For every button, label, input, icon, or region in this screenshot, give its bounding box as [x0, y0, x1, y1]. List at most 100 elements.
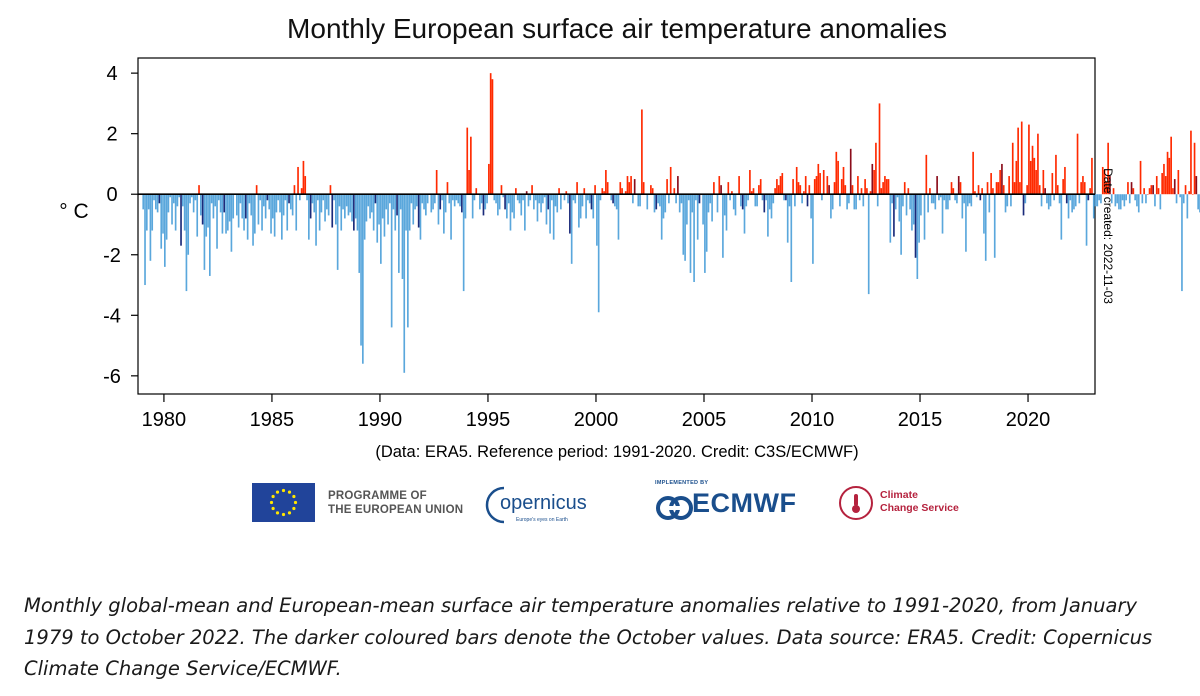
anomaly-bar: [599, 194, 602, 201]
anomaly-bar: [740, 194, 742, 207]
anomaly-bar: [786, 194, 789, 243]
anomaly-bar: [322, 194, 325, 201]
anomaly-bar: [1130, 182, 1133, 195]
anomaly-bar: [338, 194, 341, 207]
anomaly-bar: [228, 194, 231, 222]
anomaly-bar: [243, 194, 245, 231]
anomaly-bar: [1040, 194, 1043, 207]
anomaly-bar: [817, 163, 820, 195]
anomaly-bar: [907, 188, 910, 195]
y-tick-label: 2: [106, 124, 117, 146]
anomaly-bar: [846, 194, 848, 210]
anomaly-bar: [374, 194, 377, 204]
anomaly-bar: [1146, 194, 1149, 195]
anomaly-bar: [486, 194, 488, 204]
anomaly-bar: [387, 194, 389, 225]
anomaly-bar: [799, 185, 802, 195]
anomaly-bar: [639, 194, 641, 207]
anomaly-bar: [1172, 188, 1174, 195]
x-tick-label: 2010: [790, 409, 835, 431]
anomaly-bar: [259, 194, 262, 201]
x-tick-label: 2005: [682, 409, 727, 431]
anomaly-bar: [1177, 170, 1180, 195]
anomaly-bar: [279, 194, 281, 213]
anomaly-bar: [498, 194, 501, 210]
anomaly-bar: [869, 191, 872, 195]
anomaly-bar: [934, 194, 937, 210]
anomaly-bar: [947, 194, 949, 210]
anomaly-bar: [219, 194, 222, 213]
anomaly-bar: [1164, 176, 1167, 195]
anomaly-bar: [867, 194, 870, 295]
anomaly-bar: [749, 170, 751, 195]
anomaly-bar: [1145, 194, 1147, 204]
anomaly-bar: [1013, 182, 1016, 195]
anomaly-bar: [801, 194, 803, 204]
anomaly-bar: [569, 194, 571, 234]
anomaly-bar: [304, 176, 307, 195]
anomaly-bar: [149, 194, 152, 261]
anomaly-bar: [828, 185, 830, 195]
anomaly-bar: [995, 182, 998, 195]
anomaly-bar: [911, 194, 913, 231]
anomaly-bar: [302, 160, 305, 195]
anomaly-bar: [216, 194, 218, 249]
anomaly-bar: [509, 194, 512, 231]
anomaly-bar: [390, 194, 393, 328]
anomaly-bar: [927, 194, 929, 213]
anomaly-bar: [1080, 182, 1082, 195]
anomaly-bar: [403, 194, 406, 373]
anomaly-bar: [401, 194, 404, 279]
anomaly-bar: [993, 194, 996, 258]
anomaly-bar: [380, 194, 382, 264]
anomaly-bar: [457, 194, 460, 204]
anomaly-bar: [653, 194, 656, 213]
anomaly-bar: [356, 194, 359, 231]
anomaly-bar: [488, 163, 490, 195]
anomaly-bar: [1024, 194, 1027, 204]
anomaly-bar: [167, 194, 170, 213]
anomaly-bar: [479, 194, 481, 210]
anomaly-bar: [295, 194, 298, 231]
anomaly-bar: [587, 194, 589, 201]
anomaly-bar: [324, 194, 326, 222]
anomaly-bar: [533, 194, 535, 210]
anomaly-bar: [696, 194, 699, 240]
anomaly-bar: [713, 182, 715, 195]
anomaly-bar: [192, 194, 195, 213]
anomaly-bar: [999, 170, 1001, 195]
anomaly-bar: [1058, 194, 1061, 204]
anomaly-bar: [875, 142, 877, 195]
c3s-wordmark: Climate Change Service: [880, 489, 959, 515]
anomaly-bar: [394, 194, 397, 231]
anomaly-bar: [342, 194, 344, 210]
eu-star-icon: [287, 511, 292, 515]
anomaly-bar: [896, 194, 899, 198]
anomaly-bar: [1017, 127, 1019, 195]
anomaly-bar: [884, 176, 886, 195]
anomaly-bar: [936, 176, 938, 195]
anomaly-bar: [657, 194, 659, 204]
anomaly-bar: [660, 194, 663, 240]
anomaly-bar: [1092, 194, 1095, 219]
anomaly-bar: [473, 194, 476, 201]
anomaly-bar: [493, 194, 496, 201]
anomaly-bar: [862, 194, 865, 207]
anomaly-bar: [171, 194, 173, 225]
anomaly-bar: [988, 194, 991, 213]
anomaly-bar: [452, 194, 454, 201]
anomaly-bar: [145, 194, 148, 231]
anomaly-bar: [1143, 188, 1145, 195]
anomaly-bar: [540, 194, 542, 213]
anomaly-bar: [410, 194, 413, 204]
anomaly-bar: [893, 194, 895, 237]
anomaly-bar: [929, 188, 931, 195]
anomaly-bar: [516, 194, 519, 201]
plot-frame: [137, 57, 1096, 395]
anomaly-bar: [518, 194, 521, 204]
anomaly-bar: [491, 79, 494, 195]
anomaly-bar: [680, 194, 683, 204]
anomaly-bar: [560, 194, 562, 210]
anomaly-bar: [851, 185, 854, 195]
anomaly-bar: [720, 185, 722, 195]
